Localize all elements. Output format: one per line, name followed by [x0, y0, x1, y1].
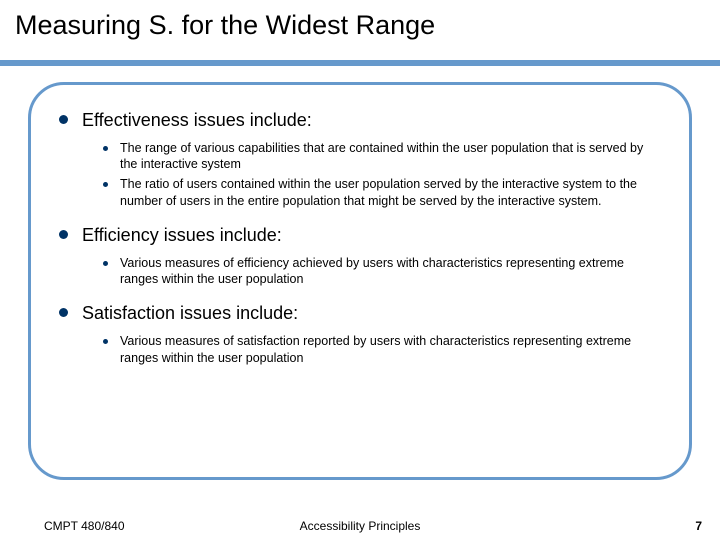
bullet-icon	[59, 308, 68, 317]
list-item: The ratio of users contained within the …	[103, 176, 661, 210]
sub-item-text: The ratio of users contained within the …	[120, 176, 661, 210]
sub-item-text: The range of various capabilities that a…	[120, 140, 661, 174]
title-underline	[0, 60, 720, 66]
section-heading: Satisfaction issues include:	[82, 302, 298, 325]
bullet-icon	[103, 261, 108, 266]
section-efficiency: Efficiency issues include: Various measu…	[59, 224, 661, 288]
bullet-icon	[103, 182, 108, 187]
section-heading: Efficiency issues include:	[82, 224, 282, 247]
footer-page-number: 7	[695, 519, 702, 533]
section-effectiveness: Effectiveness issues include: The range …	[59, 109, 661, 210]
sub-list: Various measures of satisfaction reporte…	[103, 333, 661, 367]
section-heading-row: Satisfaction issues include:	[59, 302, 661, 325]
list-item: Various measures of satisfaction reporte…	[103, 333, 661, 367]
section-heading: Effectiveness issues include:	[82, 109, 312, 132]
sub-list: The range of various capabilities that a…	[103, 140, 661, 211]
slide: Measuring S. for the Widest Range Effect…	[0, 0, 720, 540]
bullet-icon	[59, 115, 68, 124]
sub-item-text: Various measures of satisfaction reporte…	[120, 333, 661, 367]
list-item: Various measures of efficiency achieved …	[103, 255, 661, 289]
section-satisfaction: Satisfaction issues include: Various mea…	[59, 302, 661, 366]
bullet-icon	[103, 339, 108, 344]
section-heading-row: Efficiency issues include:	[59, 224, 661, 247]
sub-list: Various measures of efficiency achieved …	[103, 255, 661, 289]
content-frame: Effectiveness issues include: The range …	[28, 82, 692, 480]
list-item: The range of various capabilities that a…	[103, 140, 661, 174]
footer-topic: Accessibility Principles	[0, 519, 720, 533]
sub-item-text: Various measures of efficiency achieved …	[120, 255, 661, 289]
main-list: Effectiveness issues include: The range …	[59, 109, 661, 367]
section-heading-row: Effectiveness issues include:	[59, 109, 661, 132]
bullet-icon	[103, 146, 108, 151]
title-area: Measuring S. for the Widest Range	[15, 10, 705, 41]
slide-title: Measuring S. for the Widest Range	[15, 10, 705, 41]
bullet-icon	[59, 230, 68, 239]
